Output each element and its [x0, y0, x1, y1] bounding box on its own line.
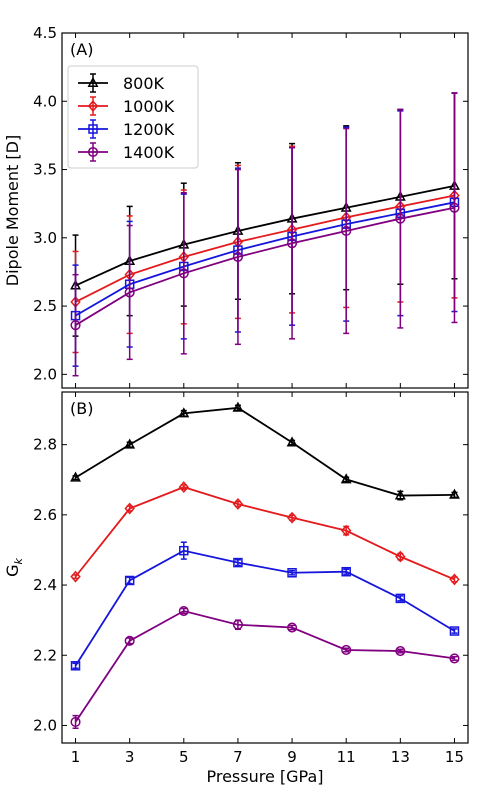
data-point [340, 473, 352, 484]
y-tick-label: 2.4 [33, 576, 57, 594]
series-1200k [70, 541, 460, 671]
data-point [394, 489, 406, 500]
legend-label: 800K [123, 74, 165, 93]
data-point [124, 287, 135, 298]
data-point [124, 502, 135, 515]
y-tick-label: 2.0 [33, 365, 57, 383]
y-tick-label: 2.0 [33, 716, 57, 734]
series-1000k [70, 481, 460, 586]
series-line [75, 194, 455, 303]
y-tick-label: 3.0 [33, 229, 57, 247]
data-point [232, 401, 244, 412]
series-line [75, 406, 455, 497]
data-point [178, 407, 190, 418]
data-point [70, 471, 81, 482]
data-point [70, 661, 81, 671]
plot-frame [61, 32, 469, 389]
series-1400k [70, 605, 460, 730]
y-axis-label: Gk [3, 557, 25, 576]
x-tick-label: 13 [391, 748, 410, 766]
data-point [341, 225, 352, 237]
series-800k [70, 401, 460, 501]
plot-frame [61, 391, 469, 744]
y-tick-label: 3.5 [33, 161, 57, 179]
x-tick-label: 7 [233, 748, 243, 766]
data-point [232, 498, 244, 510]
x-tick-label: 1 [71, 748, 81, 766]
y-axis-label-text: G [3, 564, 22, 576]
y-tick-label: 2.5 [33, 297, 57, 315]
panel-label: (A) [70, 40, 93, 59]
data-point [449, 488, 460, 499]
legend-frame [67, 65, 199, 169]
panel-label: (B) [70, 399, 93, 418]
series-1400k [70, 92, 460, 377]
series-line [75, 201, 455, 317]
data-point [124, 575, 135, 586]
data-point [70, 716, 81, 727]
data-point [341, 644, 352, 656]
data-point [449, 202, 460, 213]
series-line [75, 206, 455, 326]
data-point [449, 626, 460, 636]
data-point [449, 573, 460, 586]
y-axis-label: Dipole Moment [D] [3, 135, 22, 286]
data-point [395, 213, 406, 224]
data-point [287, 622, 298, 633]
data-point [395, 645, 406, 657]
series-line [75, 185, 455, 287]
data-point [178, 268, 189, 279]
data-point [178, 605, 189, 617]
legend-marker [88, 124, 98, 134]
x-axis-label: Pressure [GPa] [206, 767, 323, 786]
series-line [74, 610, 455, 723]
data-point [287, 568, 297, 578]
data-point [286, 511, 298, 524]
x-tick-label: 11 [337, 748, 356, 766]
legend-marker [87, 76, 99, 87]
legend-marker [87, 146, 99, 158]
series-line [74, 486, 455, 581]
data-point [124, 635, 135, 646]
x-tick-label: 3 [125, 748, 135, 766]
data-point [178, 481, 189, 494]
data-point [287, 238, 298, 249]
x-tick-label: 15 [445, 748, 464, 766]
data-point [232, 619, 243, 630]
legend-label: 1400K [123, 143, 175, 162]
data-point [341, 524, 352, 537]
panel-a-dipole-moment: 2.0 2.5 3.0 3.5 4.0 4.5 (A) Dipole Moment [D] 80… [3, 24, 469, 389]
y-tick-label: 2.2 [33, 646, 57, 664]
x-tick-label: 9 [287, 748, 297, 766]
data-point [395, 550, 406, 563]
y-tick-label: 2.6 [33, 506, 57, 524]
data-point [232, 251, 243, 262]
data-point [341, 566, 351, 577]
series-line [74, 549, 455, 667]
data-point [286, 436, 298, 447]
legend-marker [87, 100, 99, 112]
x-tick-label: 5 [179, 748, 189, 766]
legend: 800K 1000K 1200K 1400K [67, 65, 199, 169]
y-tick-label: 2.8 [33, 436, 57, 454]
legend-label: 1200K [123, 120, 175, 139]
panel-b-gk: 1 3 5 7 9 11 13 152.02.22.42.62.8(B)GkPressure … [3, 391, 469, 786]
data-point [179, 545, 189, 556]
data-point [70, 570, 81, 583]
data-point [395, 593, 406, 604]
data-point [449, 653, 460, 664]
y-tick-label: 4.0 [33, 92, 57, 110]
y-axis-label-text: Dipole Moment [D] [3, 135, 22, 286]
data-point [70, 320, 81, 331]
y-axis-label-subscript: k [12, 557, 25, 564]
data-point [124, 438, 136, 449]
data-point [233, 557, 243, 568]
y-tick-label: 4.5 [33, 24, 57, 42]
legend-label: 1000K [123, 97, 175, 116]
